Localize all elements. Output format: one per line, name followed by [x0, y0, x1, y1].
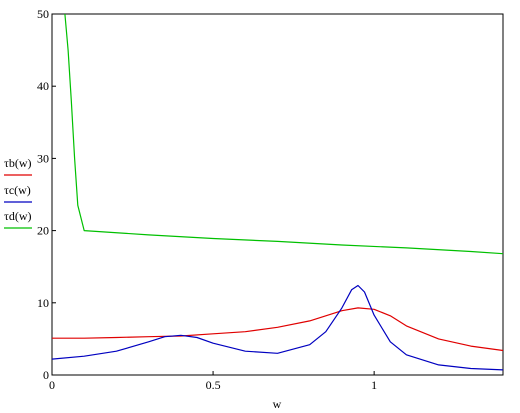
legend-label-1: τc(w) [4, 183, 31, 197]
y-tick-label: 0 [43, 368, 49, 382]
y-tick-label: 20 [37, 224, 49, 238]
y-tick-label: 30 [37, 151, 49, 165]
series-line-2 [64, 13, 504, 255]
series-layer [51, 13, 504, 371]
x-axis-title: w [273, 397, 282, 411]
legend-label-2: τd(w) [4, 209, 31, 223]
x-tick-label: 1 [371, 378, 377, 392]
series-line-1 [51, 284, 504, 371]
plot-area-frame [51, 13, 504, 376]
legend: τb(w) τc(w) τd(w) [4, 156, 32, 229]
y-tick-label: 40 [37, 79, 49, 93]
series-line-0 [52, 307, 504, 352]
x-tick-label: 0 [49, 378, 55, 392]
x-tick-label: 0.5 [206, 378, 221, 392]
y-tick-label: 50 [37, 7, 49, 21]
y-tick-label: 10 [37, 296, 49, 310]
legend-label-0: τb(w) [4, 156, 31, 170]
